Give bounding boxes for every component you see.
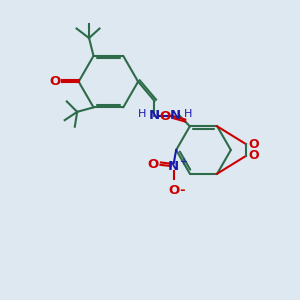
Text: H: H bbox=[138, 109, 146, 119]
Text: O: O bbox=[147, 158, 159, 171]
Text: O: O bbox=[160, 110, 171, 123]
Text: H: H bbox=[184, 109, 192, 119]
Text: -: - bbox=[180, 184, 185, 197]
Text: +: + bbox=[179, 157, 187, 167]
Text: O: O bbox=[50, 75, 61, 88]
Text: N: N bbox=[168, 160, 179, 172]
Text: O: O bbox=[248, 149, 259, 162]
Text: N: N bbox=[149, 109, 160, 122]
Text: O: O bbox=[168, 184, 179, 197]
Text: N: N bbox=[170, 109, 181, 122]
Text: O: O bbox=[248, 138, 259, 151]
